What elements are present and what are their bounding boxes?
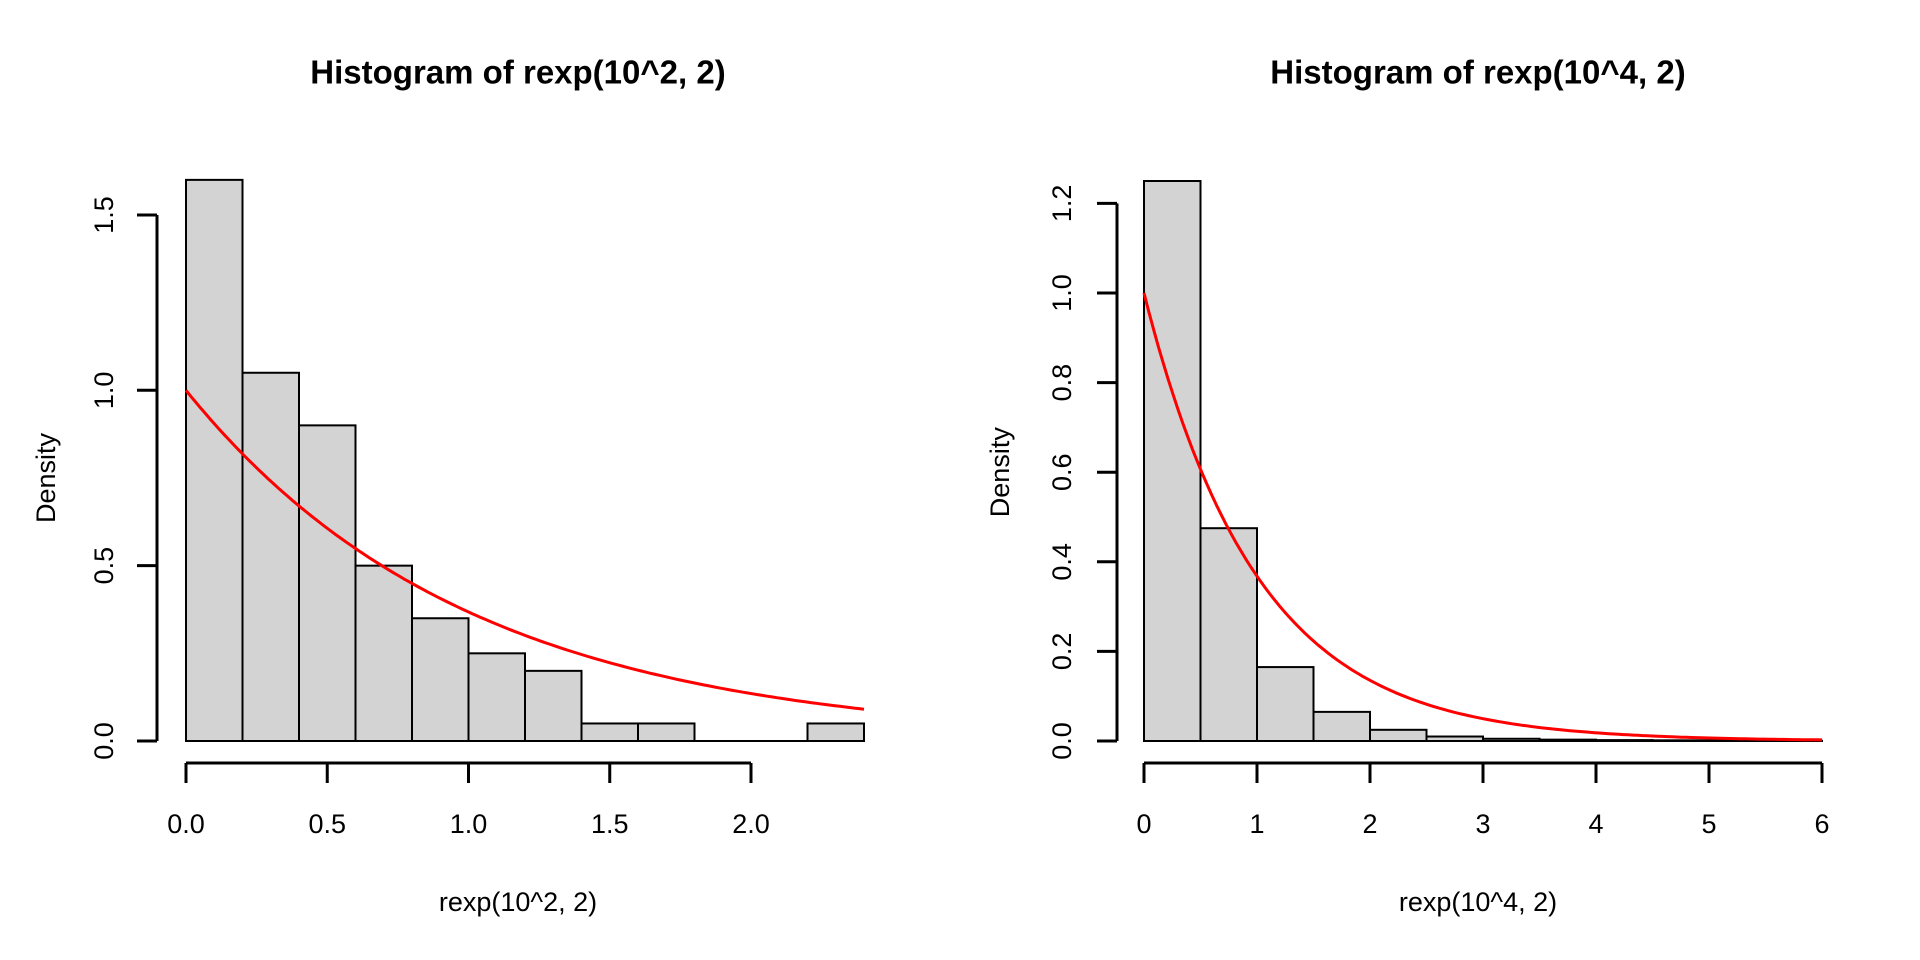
histogram-bar bbox=[1482, 737, 1541, 743]
x-axis-label: rexp(10^2, 2) bbox=[439, 887, 597, 917]
histogram-bar bbox=[1143, 180, 1202, 742]
x-tick-label: 3 bbox=[1475, 809, 1490, 839]
y-axis-label: Density bbox=[31, 432, 61, 523]
plot-title: Histogram of rexp(10^4, 2) bbox=[1270, 54, 1685, 91]
y-axis-label: Density bbox=[985, 427, 1015, 518]
y-tick-label: 1.5 bbox=[89, 196, 119, 234]
right-histogram-panel: 0.0 0.2 0.4 0.6 0.8 1.0 1.2 0 1 2 3 4 5 6 Density rexp(… bbox=[985, 54, 1830, 918]
histogram-bar bbox=[580, 722, 639, 743]
histogram-bar bbox=[1256, 666, 1315, 743]
histogram-bar bbox=[1312, 710, 1371, 743]
histogram-bar bbox=[241, 371, 300, 742]
y-tick-label: 1.2 bbox=[1047, 185, 1077, 223]
histogram-bar bbox=[411, 617, 470, 743]
x-tick-label: 0 bbox=[1136, 809, 1151, 839]
x-axis-label: rexp(10^4, 2) bbox=[1399, 887, 1557, 917]
y-tick-label: 1.0 bbox=[1047, 274, 1077, 312]
x-tick-label: 2.0 bbox=[732, 809, 770, 839]
y-tick-label: 1.0 bbox=[89, 372, 119, 410]
histogram-bar bbox=[637, 722, 696, 743]
histogram-bar bbox=[1369, 728, 1428, 742]
left-histogram-panel: 0.0 0.5 1.0 1.5 0.0 0.5 1.0 1.5 2.0 Density rexp(1… bbox=[31, 54, 865, 917]
x-tick-label: 2 bbox=[1362, 809, 1377, 839]
histogram-bar bbox=[467, 652, 526, 743]
y-tick-label: 0.0 bbox=[89, 722, 119, 760]
x-tick-label: 1.5 bbox=[591, 809, 629, 839]
x-tick-label: 1 bbox=[1249, 809, 1264, 839]
histogram-bar bbox=[524, 669, 583, 742]
density-curve bbox=[1142, 292, 1823, 742]
y-tick-label: 0.2 bbox=[1047, 633, 1077, 671]
histogram-bar bbox=[806, 722, 865, 743]
x-tick-label: 4 bbox=[1588, 809, 1603, 839]
x-tick-label: 1.0 bbox=[450, 809, 488, 839]
y-tick-label: 0.0 bbox=[1047, 722, 1077, 760]
y-tick-label: 0.4 bbox=[1047, 543, 1077, 581]
plot-title: Histogram of rexp(10^2, 2) bbox=[310, 54, 725, 91]
histogram-bar bbox=[1595, 739, 1654, 743]
histogram-bar bbox=[185, 178, 244, 742]
histogram-bar bbox=[1425, 735, 1484, 743]
y-tick-label: 0.5 bbox=[89, 547, 119, 585]
histogram-bar bbox=[1199, 527, 1258, 743]
density-curve bbox=[184, 389, 865, 711]
x-tick-label: 6 bbox=[1814, 809, 1829, 839]
y-tick-label: 0.6 bbox=[1047, 453, 1077, 491]
histogram-bar bbox=[1651, 739, 1710, 743]
x-tick-label: 5 bbox=[1701, 809, 1716, 839]
x-tick-label: 0.5 bbox=[308, 809, 346, 839]
histogram-bar bbox=[354, 564, 413, 743]
x-tick-label: 0.0 bbox=[167, 809, 205, 839]
y-tick-label: 0.8 bbox=[1047, 364, 1077, 402]
histogram-bar bbox=[1538, 738, 1597, 743]
histogram-bar bbox=[298, 424, 357, 742]
